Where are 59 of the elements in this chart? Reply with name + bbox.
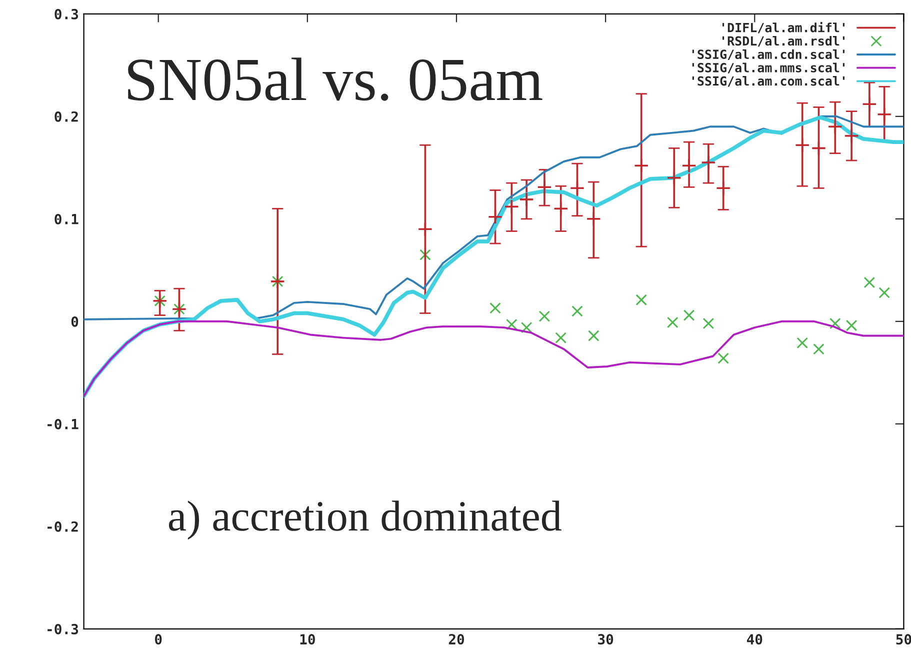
y-tick-label: -0.2 [48, 521, 78, 532]
point [794, 138, 810, 153]
point [700, 155, 716, 170]
point [504, 199, 520, 214]
point [876, 106, 892, 122]
point [506, 318, 518, 330]
point [588, 330, 600, 342]
point [572, 305, 583, 317]
point [702, 318, 714, 330]
point [682, 158, 697, 174]
point [683, 310, 695, 321]
point [570, 180, 585, 196]
point [846, 320, 858, 332]
point [796, 337, 808, 349]
x-tick-label: 20 [448, 634, 464, 645]
y-tick-label: 0.2 [54, 111, 78, 122]
point [864, 276, 876, 288]
point [844, 128, 860, 144]
x-tick-label: 10 [300, 634, 315, 645]
point [555, 332, 567, 344]
y-tick-label: -0.1 [48, 418, 78, 430]
point [538, 310, 550, 322]
point [878, 287, 890, 298]
x-tick-label: 40 [746, 634, 762, 645]
point [520, 322, 532, 334]
point [519, 192, 534, 207]
point [666, 170, 682, 186]
line-series [84, 320, 904, 398]
point [811, 140, 826, 156]
y-tick-label: -0.3 [48, 624, 78, 634]
x-tick-label: 30 [598, 634, 614, 645]
point [813, 343, 824, 355]
point [536, 180, 552, 195]
legend-label: 'SSIG/al.am.cdn.scal' [692, 49, 844, 60]
point [718, 352, 730, 364]
text: SN05al vs. 05am [128, 58, 542, 101]
point [490, 302, 501, 314]
point [636, 294, 648, 306]
legend-label: 'DIFL/al.am.difl' [722, 22, 844, 34]
legend-label: 'SSIG/al.am.com.scal' [692, 76, 844, 87]
y-tick-label: 0.1 [54, 214, 78, 224]
point [862, 96, 877, 112]
point [586, 211, 602, 226]
point [418, 222, 433, 237]
point [666, 316, 678, 328]
point [634, 158, 649, 174]
point [420, 249, 431, 260]
point [488, 209, 503, 224]
point [553, 201, 568, 216]
point [828, 119, 843, 134]
y-tick-label: 0 [71, 316, 78, 327]
point [716, 180, 731, 196]
legend-label: 'RSDL/al.am.rsdl' [722, 36, 844, 47]
legend-label: 'SSIG/al.am.mms.scal' [692, 62, 844, 74]
annotation: a) accretion dominated [168, 500, 562, 540]
y-tick-label: 0.3 [54, 8, 78, 20]
point [829, 318, 841, 330]
x-tick-label: 50 [896, 634, 911, 645]
x-tick-label: 0 [155, 634, 162, 645]
